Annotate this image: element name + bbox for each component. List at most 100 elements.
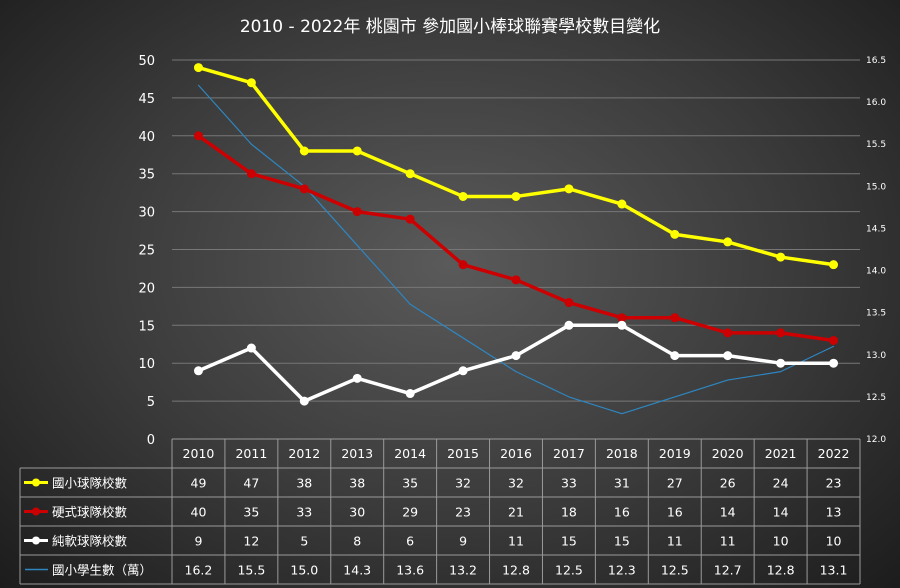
table-header-year: 2016 <box>500 446 532 461</box>
table-cell: 23 <box>455 505 471 520</box>
y-tick-label: 10 <box>138 357 155 372</box>
plot-area <box>193 63 839 415</box>
table-cell: 14 <box>773 505 789 520</box>
legend-label: 純軟球隊校數 <box>52 534 128 549</box>
table-cell: 9 <box>459 534 467 549</box>
table-cell: 38 <box>296 476 312 491</box>
y-tick-label: 50 <box>138 54 155 69</box>
y-tick-label: 20 <box>138 281 155 296</box>
table-cell: 38 <box>349 476 365 491</box>
gridlines <box>172 59 860 402</box>
y-tick-label: 45 <box>138 92 155 107</box>
table-cell: 26 <box>720 476 736 491</box>
y-tick-label: 30 <box>138 206 155 221</box>
table-cell: 40 <box>191 505 207 520</box>
table-header-year: 2012 <box>288 446 320 461</box>
table-header-year: 2015 <box>447 446 479 461</box>
data-point <box>776 358 786 368</box>
y2-tick-label: 16.0 <box>866 98 886 108</box>
legend-key-marker <box>32 536 40 545</box>
table-cell: 13.6 <box>396 563 424 578</box>
data-point <box>299 396 309 406</box>
data-point <box>458 366 468 376</box>
table-header-year: 2017 <box>553 446 585 461</box>
data-point <box>193 131 203 141</box>
right-y-axis: 12.0 12.5 13.0 13.5 14.0 14.5 15.0 15.5 16.0 16.5 <box>866 56 886 445</box>
table-cell: 47 <box>243 476 259 491</box>
table-header-year: 2019 <box>659 446 691 461</box>
data-point <box>564 298 574 308</box>
table-cell: 12.5 <box>661 563 689 578</box>
y2-tick-label: 15.5 <box>866 140 886 150</box>
legend-label: 國小球隊校數 <box>52 476 128 491</box>
table-cell: 12.8 <box>502 563 530 578</box>
table-cell: 21 <box>508 505 524 520</box>
table-cell: 12.8 <box>767 563 795 578</box>
table-cell: 15 <box>561 534 577 549</box>
y2-tick-label: 12.0 <box>866 435 886 445</box>
data-point <box>723 351 733 361</box>
table-cell: 13.1 <box>820 563 848 578</box>
table-cell: 10 <box>773 534 789 549</box>
y2-tick-label: 14.0 <box>866 267 886 277</box>
table-cell: 16 <box>614 505 630 520</box>
table-cell: 9 <box>194 534 202 549</box>
table-cell: 15.0 <box>290 563 318 578</box>
data-point <box>246 343 256 353</box>
table-cell: 11 <box>667 534 683 549</box>
y2-tick-label: 14.5 <box>866 224 886 234</box>
left-y-axis: 0 5 10 15 20 25 30 35 40 45 50 <box>138 54 155 448</box>
table-cell: 49 <box>191 476 207 491</box>
table-header-year: 2014 <box>394 446 426 461</box>
data-point <box>776 328 786 338</box>
chart-title: 2010 - 2022年 桃園市 參加國小棒球聯賽學校數目變化 <box>240 16 660 37</box>
table-cell: 11 <box>508 534 524 549</box>
data-point <box>299 184 309 194</box>
data-point <box>511 351 521 361</box>
table-cell: 29 <box>402 505 418 520</box>
table-cell: 12.7 <box>714 563 742 578</box>
table-header-year: 2021 <box>765 446 797 461</box>
data-point <box>670 351 680 361</box>
table-header-year: 2020 <box>712 446 744 461</box>
series-line-0 <box>196 65 836 267</box>
data-point <box>511 275 521 285</box>
data-point <box>670 229 680 239</box>
data-point <box>352 146 362 156</box>
y2-tick-label: 16.5 <box>866 56 886 66</box>
legend-key-marker <box>32 478 40 487</box>
data-point <box>299 146 309 156</box>
table-cell: 33 <box>296 505 312 520</box>
table-cell: 11 <box>720 534 736 549</box>
table-cell: 16.2 <box>185 563 213 578</box>
data-point <box>246 78 256 88</box>
data-table: 2010 2011 2012 2013 2014 2015 2016 2017 2018 2019… <box>19 438 861 585</box>
data-point <box>193 366 203 376</box>
table-header-year: 2022 <box>818 446 850 461</box>
data-point <box>564 320 574 330</box>
table-cell: 6 <box>406 534 414 549</box>
table-cell: 10 <box>826 534 842 549</box>
y-tick-label: 40 <box>138 130 155 145</box>
data-point <box>617 320 627 330</box>
table-cell: 30 <box>349 505 365 520</box>
data-point <box>617 313 627 323</box>
data-point <box>829 335 839 345</box>
data-point <box>405 169 415 179</box>
table-cell: 33 <box>561 476 577 491</box>
table-cell: 14.3 <box>343 563 371 578</box>
table-header-year: 2010 <box>183 446 215 461</box>
data-point <box>617 199 627 209</box>
y-tick-label: 25 <box>138 244 155 259</box>
table-cell: 8 <box>353 534 361 549</box>
legend-label: 硬式球隊校數 <box>52 505 128 520</box>
data-point <box>564 184 574 194</box>
table-cell: 18 <box>561 505 577 520</box>
table-cell: 32 <box>508 476 524 491</box>
table-cell: 15 <box>614 534 630 549</box>
data-point <box>511 191 521 201</box>
legend-key-marker <box>32 507 40 516</box>
data-point <box>352 373 362 383</box>
data-point <box>405 214 415 224</box>
